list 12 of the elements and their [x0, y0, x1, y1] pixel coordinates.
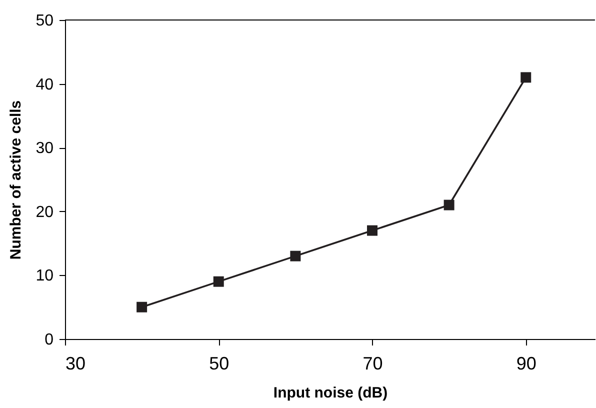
y-axis-title: Number of active cells — [8, 100, 25, 260]
y-tick-label: 20 — [36, 204, 54, 221]
x-tick-label: 50 — [209, 354, 230, 374]
x-tick-label: 90 — [516, 354, 536, 374]
y-tick-label: 50 — [36, 12, 54, 30]
x-axis-title: Input noise (dB) — [273, 384, 388, 402]
x-tick-label: 30 — [66, 354, 86, 374]
y-tick-label: 30 — [36, 140, 54, 158]
y-tick-label: 10 — [36, 268, 54, 285]
x-tick-label: 70 — [362, 354, 383, 374]
y-tick-label: 40 — [36, 76, 54, 94]
y-tick-label: 0 — [44, 332, 54, 348]
